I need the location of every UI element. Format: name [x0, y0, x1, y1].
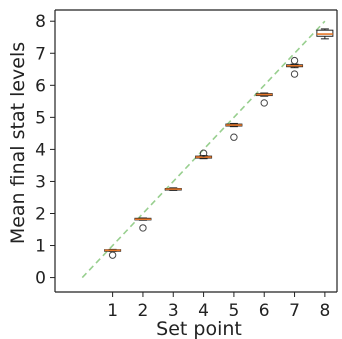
y-tick-label: 2	[35, 204, 46, 224]
box-8	[316, 28, 334, 40]
box-7	[286, 56, 304, 78]
x-axis-label: Set point	[156, 318, 242, 339]
outlier-point	[139, 224, 147, 232]
y-axis-label: Mean final stat levels	[7, 42, 29, 244]
reference-line	[81, 20, 326, 279]
y-tick-label: 1	[35, 237, 46, 257]
y-tick-label: 0	[35, 269, 46, 289]
y-tick-label: 6	[35, 76, 46, 96]
x-tick-label: 1	[107, 301, 118, 321]
box-2	[134, 217, 152, 232]
y-ticks: 0 1 2 3 4 5 6 7 8	[35, 12, 55, 289]
outlier-point	[260, 99, 268, 107]
outlier-point	[230, 133, 238, 141]
outlier-point	[108, 251, 117, 259]
x-tick-label: 6	[259, 301, 270, 321]
box-5	[225, 122, 243, 141]
x-tick-label: 2	[138, 301, 149, 321]
x-tick-label: 3	[168, 301, 179, 321]
box-body	[316, 29, 334, 37]
x-tick-label: 4	[198, 301, 209, 321]
y-tick-label: 8	[35, 12, 46, 32]
x-tick-label: 5	[228, 301, 239, 321]
plot-area	[81, 20, 334, 279]
y-tick-label: 5	[35, 108, 46, 128]
outlier-point	[199, 149, 208, 157]
box-3	[164, 187, 182, 191]
x-tick-label: 8	[319, 301, 330, 321]
box-4	[195, 149, 213, 160]
y-tick-label: 7	[35, 44, 46, 64]
outlier-point	[290, 56, 299, 65]
y-tick-label: 4	[35, 140, 46, 160]
y-tick-label: 3	[35, 172, 46, 192]
box-1	[104, 248, 122, 259]
box-6	[255, 92, 273, 107]
outlier-point	[290, 70, 299, 78]
x-tick-label: 7	[289, 301, 300, 321]
